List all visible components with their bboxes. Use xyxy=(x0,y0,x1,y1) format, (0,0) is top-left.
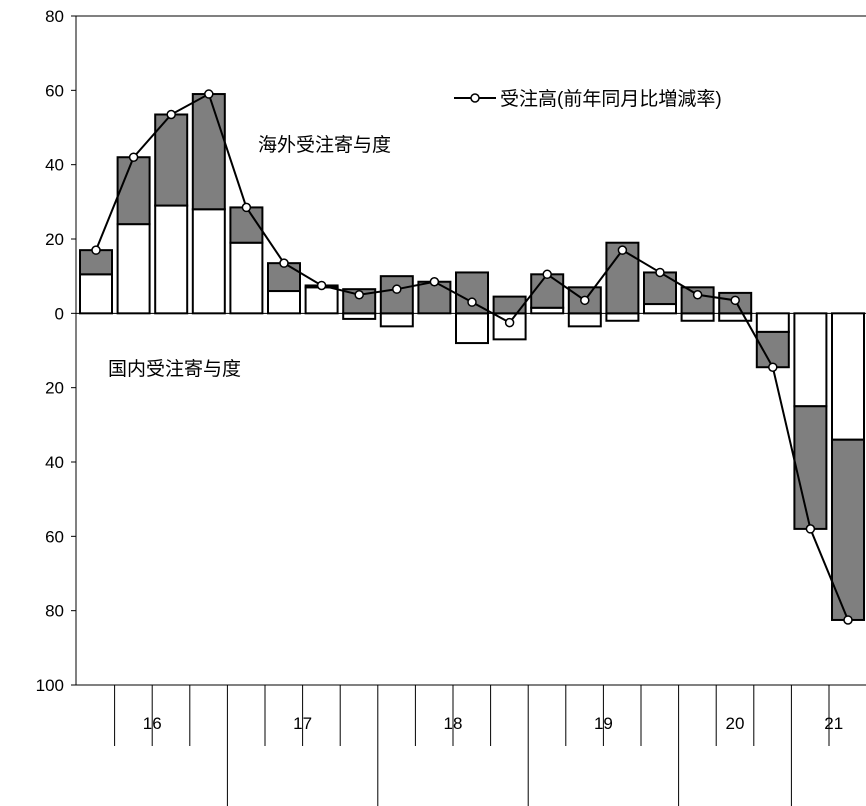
order-growth-point xyxy=(392,284,402,294)
axes xyxy=(71,15,866,686)
domestic-bar xyxy=(154,204,189,315)
y-tick-label: 20 xyxy=(45,379,64,398)
overseas-bar xyxy=(379,275,414,315)
domestic-bar xyxy=(379,312,414,328)
order-growth-point xyxy=(655,267,665,278)
domestic-bar xyxy=(267,290,301,315)
order-growth-point xyxy=(617,245,628,255)
year-label: 21 xyxy=(824,714,843,733)
domestic-bar xyxy=(755,312,790,333)
order-growth-point xyxy=(542,269,552,280)
domestic-bar xyxy=(643,303,677,315)
year-label: 18 xyxy=(444,714,463,733)
overseas-annotation: 海外受注寄与度 xyxy=(258,134,391,156)
order-growth-point xyxy=(429,276,440,287)
domestic-bar xyxy=(116,223,151,315)
domestic-bar xyxy=(680,312,715,322)
y-tick-label: 20 xyxy=(45,230,64,249)
domestic-bar xyxy=(455,312,489,345)
overseas-bar xyxy=(229,206,264,244)
legend: 受注高(前年同月比増減率) xyxy=(454,88,722,110)
order-growth-line xyxy=(91,89,853,625)
domestic-bar xyxy=(229,241,264,315)
overseas-bar xyxy=(793,405,828,530)
order-growth-point xyxy=(279,258,289,268)
domestic-bar xyxy=(79,273,113,315)
order-growth-point xyxy=(504,317,515,328)
domestic-bars xyxy=(79,204,865,441)
overseas-bar xyxy=(831,438,865,621)
overseas-bar xyxy=(755,330,790,369)
order-growth-point xyxy=(692,290,703,300)
order-growth-point xyxy=(580,295,590,306)
y-tick-label: 60 xyxy=(45,81,64,100)
y-tick-label: 0 xyxy=(55,304,64,323)
overseas-bar xyxy=(530,273,565,309)
y-tick-labels: 80 60 40 20 0 20 40 60 80 100 xyxy=(36,7,64,695)
legend-marker xyxy=(470,93,480,103)
domestic-bar xyxy=(191,208,226,315)
order-growth-point xyxy=(354,290,364,300)
year-label: 20 xyxy=(726,714,745,733)
order-growth-point xyxy=(91,245,101,255)
order-growth-point xyxy=(467,297,477,307)
y-tick-label: 80 xyxy=(45,7,64,26)
order-growth-point xyxy=(241,202,252,213)
order-growth-point xyxy=(805,524,816,534)
order-growth-point xyxy=(128,152,139,162)
overseas-bar xyxy=(116,156,151,226)
category-axis: 16 17 18 19 20 21 xyxy=(114,685,843,806)
year-label: 19 xyxy=(594,714,613,733)
overseas-bar xyxy=(492,295,527,315)
year-label: 16 xyxy=(143,714,162,733)
legend-label: 受注高(前年同月比増減率) xyxy=(500,88,722,110)
order-growth-point xyxy=(843,615,853,625)
year-label: 17 xyxy=(293,714,312,733)
order-growth-point xyxy=(768,362,778,372)
y-tick-label: 100 xyxy=(36,676,64,695)
order-growth-point xyxy=(316,280,327,291)
domestic-bar xyxy=(793,312,828,408)
order-growth-point xyxy=(204,89,214,99)
y-tick-label: 60 xyxy=(45,527,64,546)
domestic-bar xyxy=(567,312,602,328)
overseas-bar xyxy=(154,113,189,207)
domestic-annotation: 国内受注寄与度 xyxy=(108,358,241,380)
overseas-bars xyxy=(79,93,865,621)
y-tick-label: 80 xyxy=(45,602,64,621)
domestic-bar xyxy=(831,312,865,441)
order-growth-point xyxy=(166,109,176,120)
y-tick-label: 40 xyxy=(45,156,64,175)
domestic-bar xyxy=(605,312,640,322)
domestic-bar xyxy=(304,286,339,315)
order-growth-point xyxy=(730,295,740,306)
y-tick-label: 40 xyxy=(45,453,64,472)
overseas-bar xyxy=(191,93,226,211)
